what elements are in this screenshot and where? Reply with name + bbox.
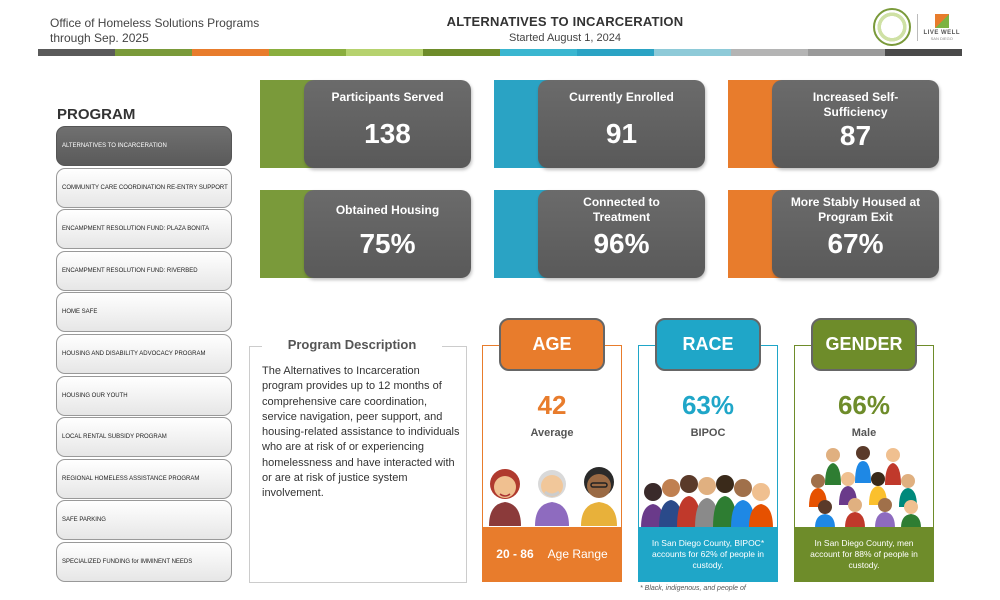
logos: LIVE WELL SAN DIEGO [872,8,961,46]
age-header: AGE [499,318,605,371]
county-seal-logo [872,8,911,46]
reporting-period: through Sep. 2025 [50,31,149,45]
person-woman-icon [489,469,521,526]
stripe-segment [346,49,423,56]
gender-note-footer: In San Diego County, men account for 88%… [794,527,934,582]
stat-obtained-housing: Obtained Housing 75% [260,190,471,278]
stat-currently-enrolled: Currently Enrolled 91 [494,80,705,168]
stat-card: Obtained Housing 75% [304,190,471,278]
stat-connected-to-treatment: Connected to Treatment 96% [494,190,705,278]
page-title: ALTERNATIVES TO INCARCERATION [446,14,684,29]
stripe-segment [808,49,885,56]
age-people-illustration [489,467,617,526]
program-item[interactable]: REGIONAL HOMELESS ASSISTANCE PROGRAM [56,458,232,499]
crowd-of-people-icon [809,446,921,528]
stripe-segment [423,49,500,56]
race-footnote: * Black, indigenous, and people of [640,585,746,592]
program-item[interactable]: ALTERNATIVES TO INCARCERATION [56,126,232,166]
age-range-label: Age Range [547,547,608,561]
stat-label: Participants Served [331,90,444,104]
stat-value: 138 [364,118,411,149]
stat-card: More Stably Housed at Program Exit 67% [772,190,939,278]
race-sub-label: BIPOC [690,427,726,439]
program-description-title: Program Description [262,337,442,352]
stripe-segment [731,49,808,56]
group-of-people-icon [641,475,773,528]
program-item[interactable]: ENCAMPMENT RESOLUTION FUND: RIVERBED [56,250,232,291]
program-item[interactable]: SPECIALIZED FUNDING for IMMINENT NEEDS [56,541,232,582]
stripe-segment [115,49,192,56]
race-note-footer: In San Diego County, BIPOC* accounts for… [638,527,778,582]
person-man-icon [581,467,617,526]
live-well-logo-subtext: SAN DIEGO [930,35,953,41]
stat-label: Obtained Housing [335,203,440,217]
stat-value: 87 [839,120,872,151]
program-item[interactable]: HOME SAFE [56,292,232,333]
stat-self-sufficiency: Increased Self-Sufficiency 87 [728,80,939,168]
program-item[interactable]: COMMUNITY CARE COORDINATION RE-ENTRY SUP… [56,167,232,208]
program-item[interactable]: ENCAMPMENT RESOLUTION FUND: PLAZA BONITA [56,209,232,250]
stripe-segment [654,49,731,56]
age-range-value: 20 - 86 [496,547,534,561]
org-name: Office of Homeless Solutions Programs [50,16,260,30]
stat-label: Connected to Treatment [583,195,660,224]
age-sub-label: Average [530,427,574,439]
stat-value: 75% [359,228,416,259]
age-range-footer: 20 - 86 Age Range [482,527,622,582]
program-item[interactable]: LOCAL RENTAL SUBSIDY PROGRAM [56,417,232,458]
stat-card: Increased Self-Sufficiency 87 [772,80,939,168]
stat-participants-served: Participants Served 138 [260,80,471,168]
gender-header: GENDER [811,318,917,371]
program-item[interactable]: HOUSING AND DISABILITY ADVOCACY PROGRAM [56,333,232,374]
stat-card: Participants Served 138 [304,80,471,168]
gender-sub-label: Male [851,427,877,439]
person-elder-icon [535,470,569,526]
stat-card: Connected to Treatment 96% [538,190,705,278]
gender-people-illustration [809,446,921,528]
stat-stably-housed: More Stably Housed at Program Exit 67% [728,190,939,278]
page-header: ALTERNATIVES TO INCARCERATION Started Au… [400,14,730,44]
race-header: RACE [655,318,761,371]
live-well-logo-text: LIVE WELL [923,29,960,36]
stripe-segment [269,49,346,56]
stripe-segment [500,49,577,56]
stat-card: Currently Enrolled 91 [538,80,705,168]
page-subtitle: Started August 1, 2024 [509,32,621,44]
program-description-text: The Alternatives to Incarceration progra… [262,365,460,500]
stat-value: 96% [593,228,650,259]
program-list: ALTERNATIVES TO INCARCERATION COMMUNITY C… [56,126,232,584]
race-people-illustration [641,475,773,528]
stat-value: 91 [605,118,638,149]
stripe-segment [885,49,962,56]
header-color-stripe [38,49,962,56]
program-item[interactable]: HOUSING OUR YOUTH [56,375,232,416]
stat-label: Currently Enrolled [569,90,674,104]
program-list-title: PROGRAM [57,106,136,123]
program-description-box [249,346,467,583]
stat-label: More Stably Housed at Program Exit [790,195,921,224]
gender-value: 66% [837,390,891,420]
stat-label: Increased Self-Sufficiency [812,90,899,119]
age-value: 42 [537,390,567,420]
program-item[interactable]: SAFE PARKING [56,500,232,541]
live-well-mark-icon [934,13,949,28]
stat-value: 67% [827,228,884,259]
race-value: 63% [681,390,735,420]
stripe-segment [192,49,269,56]
stripe-segment [38,49,115,56]
live-well-logo: LIVE WELL SAN DIEGO [916,13,961,41]
stripe-segment [577,49,654,56]
org-header: Office of Homeless Solutions Programs th… [50,16,259,46]
